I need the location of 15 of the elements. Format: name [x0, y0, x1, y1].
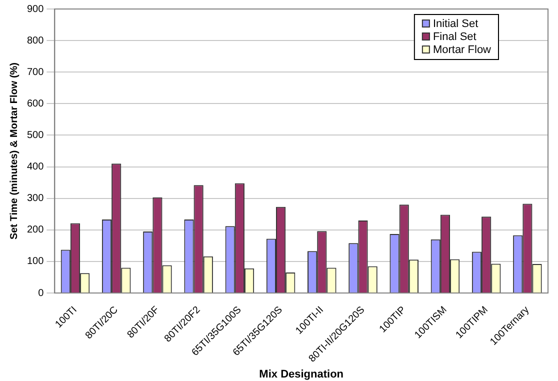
y-tick-label: 800: [26, 35, 44, 46]
y-tick-label: 100: [26, 256, 44, 268]
y-axis-title: Set Time (minutes) & Mortar Flow (%): [8, 62, 20, 240]
y-tick-label: 500: [26, 130, 44, 141]
y-tick-label: 900: [26, 4, 44, 15]
y-tick-label: 600: [26, 98, 44, 110]
y-tick-label: 0: [38, 288, 44, 299]
y-tick-label: 700: [26, 66, 44, 78]
y-tick-label: 400: [26, 162, 44, 173]
y-tick-label: 200: [26, 224, 44, 236]
legend-label: Mortar Flow: [432, 44, 492, 56]
legend-label: Final Set: [432, 31, 476, 44]
y-tick-label: 300: [26, 193, 44, 204]
x-axis-title: Mix Designation: [259, 368, 344, 380]
legend-label: Initial Set: [432, 18, 478, 30]
